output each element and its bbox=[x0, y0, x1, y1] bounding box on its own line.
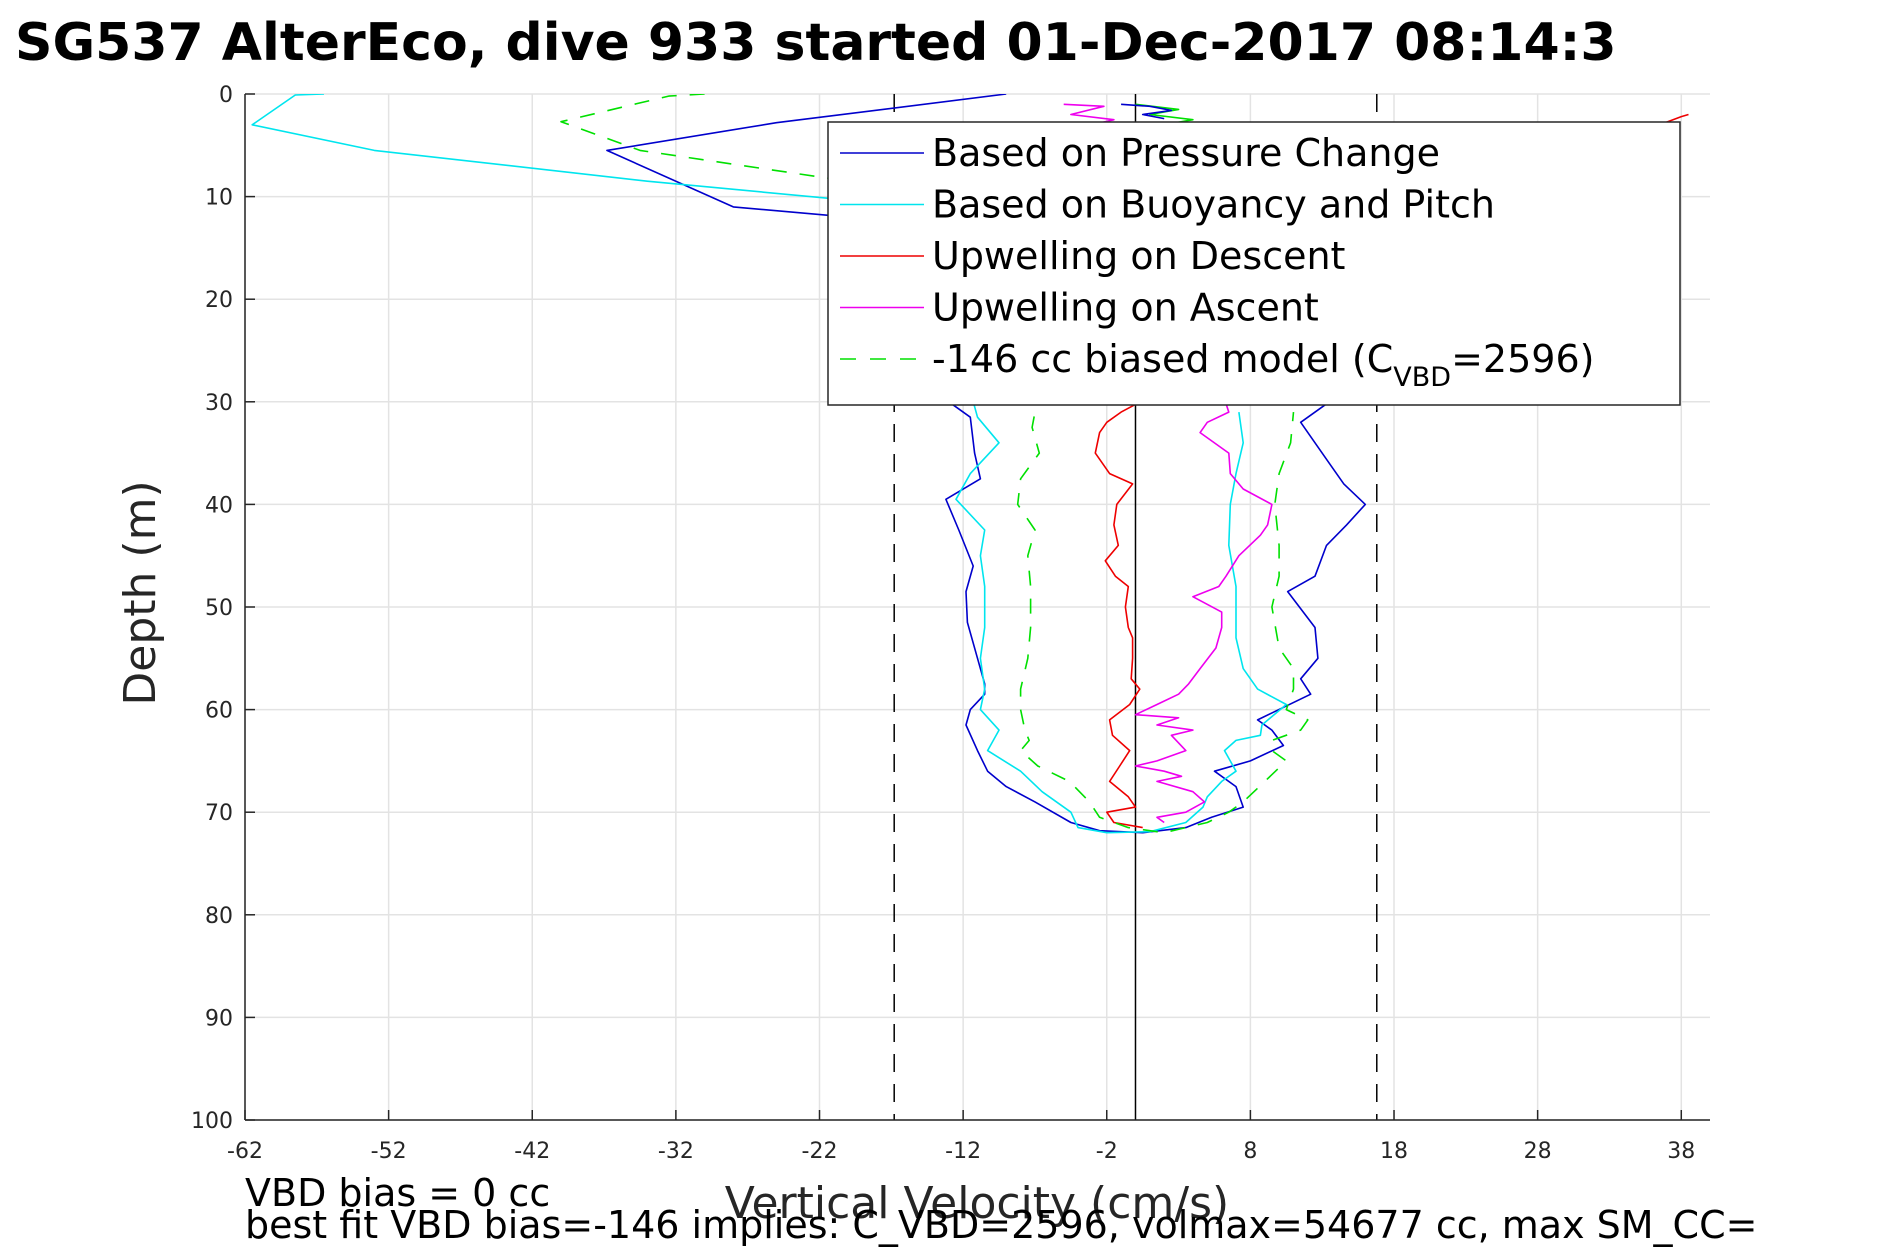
legend: Based on Pressure Change Based on Buoyanc… bbox=[827, 121, 1681, 406]
series-line bbox=[1094, 113, 1689, 829]
legend-label-tail: =2596) bbox=[1451, 337, 1594, 381]
y-tick-label: 90 bbox=[205, 1006, 233, 1031]
y-tick-label: 50 bbox=[205, 596, 233, 621]
y-tick-label: 40 bbox=[205, 493, 233, 518]
y-tick-label: 80 bbox=[205, 904, 233, 929]
series-line bbox=[251, 94, 1288, 834]
x-tick-label: -62 bbox=[227, 1139, 263, 1164]
series-line bbox=[560, 94, 1309, 834]
y-tick-label: 30 bbox=[205, 391, 233, 416]
x-tick-label: 18 bbox=[1380, 1139, 1408, 1164]
chart-title: SG537 AlterEco, dive 933 started 01-Dec-… bbox=[15, 13, 1617, 73]
x-tick-label: 8 bbox=[1243, 1139, 1257, 1164]
series-line bbox=[1121, 103, 1173, 120]
best-fit-note: best fit VBD bias=-146 implies: C_VBD=25… bbox=[245, 1203, 1757, 1247]
y-tick-label: 20 bbox=[205, 288, 233, 313]
series-line bbox=[1063, 103, 1273, 824]
legend-box bbox=[827, 121, 1681, 406]
legend-label: Based on Pressure Change bbox=[932, 131, 1440, 175]
y-tick-label: 100 bbox=[191, 1109, 233, 1134]
x-axis-label: Vertical Velocity (cm/s) bbox=[725, 1178, 1229, 1229]
x-tick-label: 38 bbox=[1667, 1139, 1695, 1164]
x-tick-label: -2 bbox=[1096, 1139, 1118, 1164]
x-tick-label: -32 bbox=[658, 1139, 694, 1164]
vbd-bias-note: VBD bias = 0 cc bbox=[245, 1171, 550, 1215]
x-tick-label: -52 bbox=[371, 1139, 407, 1164]
y-tick-label: 70 bbox=[205, 801, 233, 826]
y-tick-label: 60 bbox=[205, 699, 233, 724]
tick-labels: -62 -52 -42 -32 -22 -12 -2 8 18 28 38 0 10 20 30 40 50 60… bbox=[191, 83, 1695, 1164]
x-tick-label: -42 bbox=[514, 1139, 550, 1164]
series-group bbox=[251, 94, 1689, 834]
legend-label: Upwelling on Ascent bbox=[932, 286, 1319, 330]
x-tick-label: 28 bbox=[1524, 1139, 1552, 1164]
y-axis-label: Depth (m) bbox=[115, 480, 166, 705]
axes bbox=[244, 93, 1710, 1121]
y-tick-label: 10 bbox=[205, 186, 233, 211]
x-tick-label: -22 bbox=[802, 1139, 838, 1164]
x-tick-label: -12 bbox=[945, 1139, 981, 1164]
legend-label: Upwelling on Descent bbox=[932, 234, 1345, 278]
legend-label: Based on Buoyancy and Pitch bbox=[932, 183, 1495, 227]
y-tick-label: 0 bbox=[219, 83, 233, 108]
legend-label-subscript: VBD bbox=[1393, 362, 1451, 393]
